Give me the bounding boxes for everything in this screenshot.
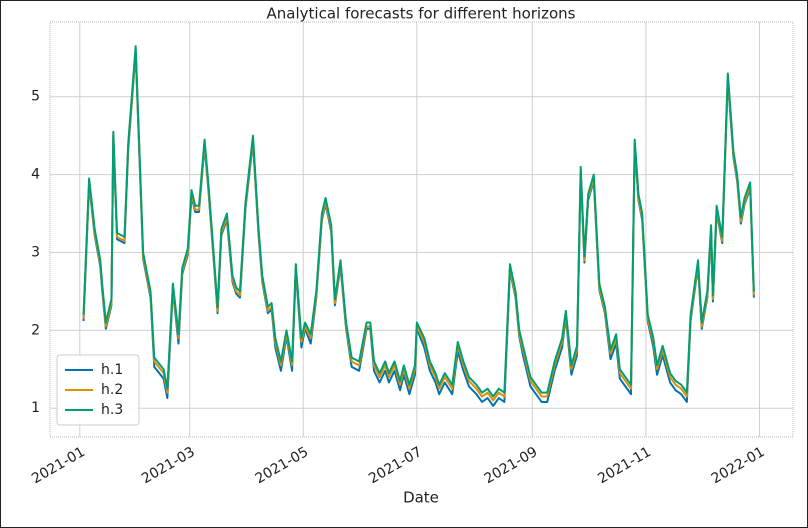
grid [50,22,793,437]
series-line [82,45,755,398]
legend-label: h.3 [101,402,123,418]
chart-title: Analytical forecasts for different horiz… [267,5,576,23]
y-tick-label: 1 [31,400,40,416]
legend-label: h.1 [101,362,123,378]
y-tick-label: 2 [31,322,40,338]
legend-label: h.2 [101,382,123,398]
plot-border [49,21,794,438]
y-tick-label: 5 [31,89,40,105]
x-axis-label: Date [403,489,439,507]
y-tick-label: 3 [31,244,40,260]
legend: h.1 h.2 h.3 [56,354,140,426]
y-tick-label: 4 [31,167,40,183]
lines [82,45,755,407]
legend-box [56,354,140,426]
